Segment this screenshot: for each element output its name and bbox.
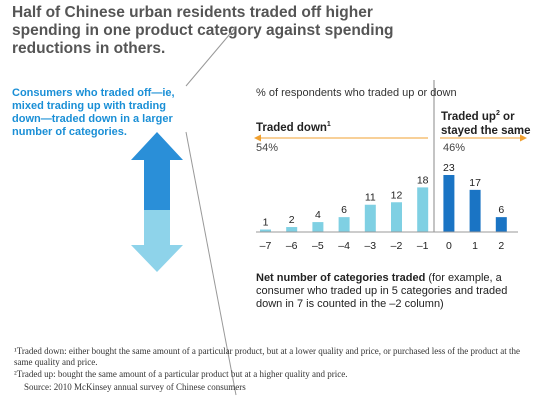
bar-value-label: 11 bbox=[365, 192, 376, 204]
bar-value-label: 2 bbox=[289, 214, 295, 226]
page-title: Half of Chinese urban residents traded o… bbox=[12, 4, 394, 57]
x-tick-label: 0 bbox=[446, 240, 452, 252]
bars-group: 1 –7 2 –6 4 –5 6 –4 11 –3 12 –2 18 –1 23 0 17 1 6 2 bbox=[260, 162, 507, 252]
bar-1 bbox=[286, 227, 298, 232]
bar-8 bbox=[469, 189, 481, 232]
footnote-2: ²Traded up: bought the same amount of a … bbox=[14, 369, 348, 379]
x-tick-label: –4 bbox=[338, 240, 350, 252]
bar-value-label: 6 bbox=[341, 204, 347, 216]
bar-value-label: 17 bbox=[469, 177, 481, 189]
bar-7 bbox=[443, 175, 455, 232]
bar-value-label: 18 bbox=[417, 174, 429, 186]
footnote-1: ¹Traded down: either bought the same amo… bbox=[14, 346, 520, 367]
bar-value-label: 12 bbox=[391, 189, 403, 201]
bar-value-label: 6 bbox=[498, 204, 504, 216]
bar-6 bbox=[417, 187, 429, 232]
bar-0 bbox=[260, 229, 271, 232]
x-tick-label: 1 bbox=[472, 240, 478, 252]
double-arrow-icon bbox=[131, 132, 183, 272]
source-note: Source: 2010 McKinsey annual survey of C… bbox=[24, 382, 246, 392]
callout-text: Consumers who traded off—ie, mixed tradi… bbox=[12, 87, 175, 138]
bar-3 bbox=[338, 217, 350, 232]
traded-up-label: Traded up2 or stayed the same bbox=[441, 110, 531, 137]
traded-down-percent: 54% bbox=[256, 142, 279, 154]
chart-subtitle: % of respondents who traded up or down bbox=[256, 87, 457, 99]
bar-2 bbox=[312, 222, 324, 232]
callout-line-top bbox=[185, 27, 236, 87]
bar-value-label: 23 bbox=[443, 162, 455, 174]
bar-value-label: 1 bbox=[263, 217, 269, 229]
x-axis-description: Net number of categories traded (for exa… bbox=[256, 272, 508, 310]
traded-up-percent: 46% bbox=[443, 142, 466, 154]
x-tick-label: –2 bbox=[391, 240, 403, 252]
x-tick-label: –3 bbox=[364, 240, 376, 252]
bar-9 bbox=[495, 217, 507, 232]
x-tick-label: –6 bbox=[286, 240, 298, 252]
x-tick-label: –7 bbox=[260, 240, 272, 252]
bar-value-label: 4 bbox=[315, 209, 321, 221]
x-tick-label: –5 bbox=[312, 240, 324, 252]
x-tick-label: –1 bbox=[417, 240, 429, 252]
x-tick-label: 2 bbox=[498, 240, 504, 252]
traded-up-range-arrow bbox=[440, 134, 527, 142]
bar-5 bbox=[391, 202, 402, 232]
traded-down-label: Traded down1 bbox=[256, 121, 331, 134]
callout-line-bottom bbox=[185, 131, 237, 396]
bar-4 bbox=[364, 204, 376, 232]
traded-down-range-arrow bbox=[254, 134, 428, 142]
